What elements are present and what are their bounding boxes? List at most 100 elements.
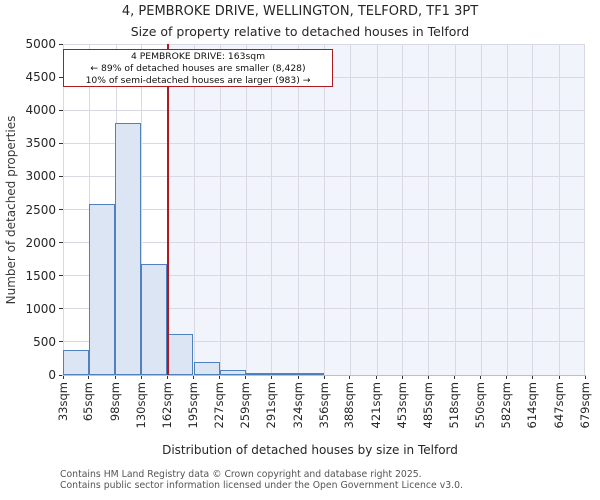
x-tick-label: 227sqm (212, 382, 227, 429)
x-tick-label: 614sqm (524, 382, 539, 429)
x-tick-label: 647sqm (551, 382, 566, 429)
x-tick-label: 356sqm (316, 382, 331, 429)
x-tick-mark (270, 375, 272, 379)
y-tick-label: 4500 (25, 70, 56, 85)
x-tick-label: 324sqm (290, 382, 305, 429)
histogram-bar (63, 349, 90, 375)
chart-subtitle: Size of property relative to detached ho… (130, 24, 470, 39)
gridline-vertical (480, 44, 482, 375)
annotation-line-3: 10% of semi-detached houses are larger (… (85, 75, 311, 87)
x-tick-mark (140, 375, 142, 379)
annotation-box: 4 PEMBROKE DRIVE: 163sqm ← 89% of detach… (63, 49, 333, 87)
x-tick-label: 33sqm (55, 382, 70, 422)
x-tick-mark (454, 375, 456, 379)
y-tick-label: 2500 (25, 202, 56, 217)
x-tick-label: 259sqm (238, 382, 253, 429)
y-tick-mark (59, 142, 63, 144)
gridline-vertical (454, 44, 456, 375)
y-tick-mark (59, 76, 63, 78)
gridline-vertical (428, 44, 430, 375)
x-tick-mark (480, 375, 482, 379)
x-tick-label: 98sqm (108, 382, 123, 422)
x-tick-mark (245, 375, 247, 379)
y-tick-mark (59, 341, 63, 343)
annotation-line-2: ← 89% of detached houses are smaller (8,… (90, 63, 306, 75)
x-tick-label: 388sqm (342, 382, 357, 429)
x-tick-mark (531, 375, 533, 379)
histogram-bar (167, 333, 194, 375)
gridline-vertical (298, 44, 300, 375)
x-tick-label: 421sqm (369, 382, 384, 429)
gridline-vertical (376, 44, 378, 375)
histogram-bar (115, 123, 142, 375)
histogram-bar (89, 204, 116, 375)
y-tick-mark (59, 374, 63, 376)
y-tick-mark (59, 43, 63, 45)
y-tick-label: 1000 (25, 301, 56, 316)
y-tick-mark (59, 209, 63, 210)
chart-title: 4, PEMBROKE DRIVE, WELLINGTON, TELFORD, … (121, 4, 479, 19)
gridline-vertical (402, 44, 404, 375)
y-tick-mark (59, 308, 63, 310)
histogram-bar (141, 264, 168, 375)
x-tick-label: 195sqm (186, 382, 201, 429)
x-tick-mark (349, 375, 351, 379)
y-tick-label: 2000 (25, 235, 56, 250)
x-tick-label: 130sqm (133, 382, 148, 429)
gridline-vertical (506, 44, 508, 375)
y-tick-label: 0 (48, 368, 56, 382)
x-tick-mark (62, 375, 64, 379)
histogram-bar (193, 361, 220, 375)
gridline-vertical (245, 44, 247, 375)
y-tick-label: 4000 (25, 103, 56, 118)
annotation-line-1: 4 PEMBROKE DRIVE: 163sqm (130, 51, 266, 62)
y-tick-label: 5000 (25, 37, 56, 51)
x-tick-mark (88, 375, 90, 379)
y-tick-label: 500 (33, 334, 56, 349)
x-tick-label: 485sqm (420, 382, 435, 429)
gridline-vertical (584, 44, 585, 375)
gridline-vertical (141, 44, 143, 375)
gridline-vertical (63, 44, 64, 375)
gridline-vertical (193, 44, 195, 375)
y-tick-mark (59, 109, 63, 111)
x-tick-label: 162sqm (159, 382, 174, 429)
x-tick-label: 679sqm (577, 382, 592, 429)
property-marker-line (167, 44, 169, 375)
y-tick-mark (59, 242, 63, 244)
gridline-vertical (349, 44, 351, 375)
x-tick-mark (166, 375, 168, 379)
plot-area: 4 PEMBROKE DRIVE: 163sqm ← 89% of detach… (62, 43, 586, 377)
x-tick-mark (376, 375, 378, 379)
x-tick-mark (506, 375, 508, 379)
x-tick-label: 65sqm (81, 382, 96, 422)
y-tick-label: 1500 (25, 268, 56, 283)
gridline-vertical (219, 44, 221, 375)
y-tick-label: 3500 (25, 136, 56, 151)
x-tick-mark (427, 375, 429, 379)
x-tick-mark (115, 375, 117, 379)
footer-line-1: Contains HM Land Registry data © Crown c… (60, 469, 422, 480)
x-tick-label: 453sqm (394, 382, 409, 429)
x-tick-mark (323, 375, 325, 379)
footer-line-2: Contains public sector information licen… (60, 479, 463, 491)
x-tick-mark (193, 375, 195, 379)
x-tick-mark (401, 375, 403, 379)
x-tick-label: 518sqm (447, 382, 462, 429)
gridline-vertical (559, 44, 561, 375)
x-tick-mark (219, 375, 221, 379)
x-tick-mark (297, 375, 299, 379)
gridline-vertical (271, 44, 273, 375)
x-tick-mark (584, 375, 586, 379)
x-tick-label: 291sqm (263, 382, 278, 429)
x-axis-title: Distribution of detached houses by size … (162, 443, 458, 457)
y-tick-mark (59, 275, 63, 277)
y-tick-label: 3000 (25, 169, 56, 184)
footer-attribution: Contains HM Land Registry data © Crown c… (60, 469, 463, 491)
x-tick-mark (558, 375, 560, 379)
histogram-bar (219, 369, 246, 375)
x-tick-label: 582sqm (499, 382, 514, 429)
gridline-vertical (532, 44, 534, 375)
x-axis-spine (62, 374, 586, 377)
